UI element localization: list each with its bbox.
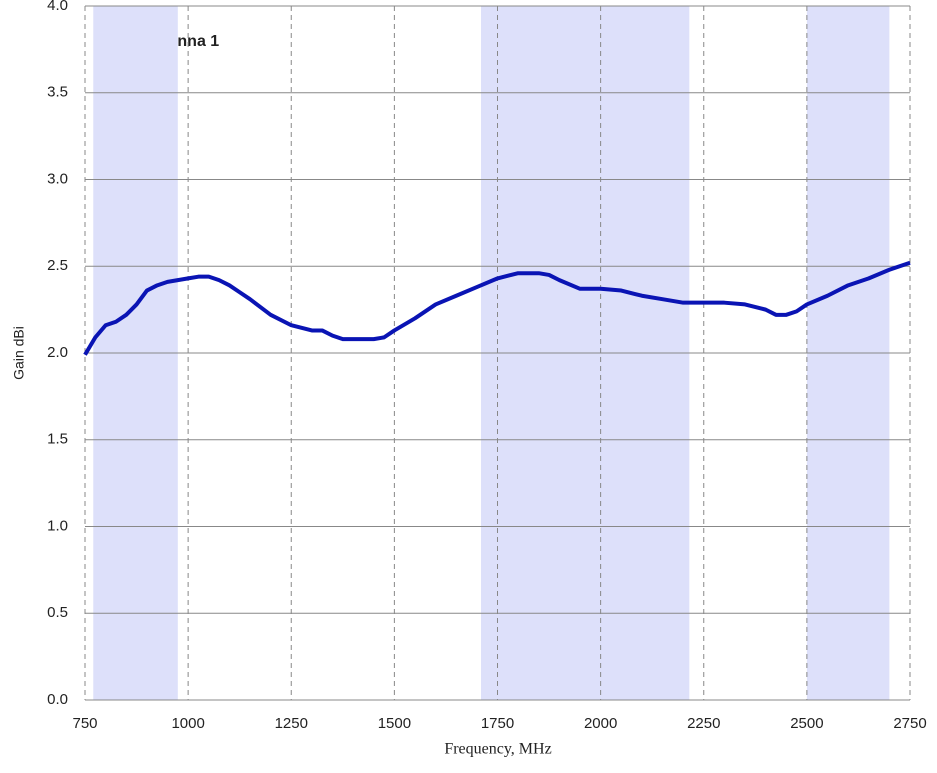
y-tick-label: 2.0 [47, 344, 68, 361]
x-tick-label: 1500 [378, 715, 411, 732]
y-tick-label: 1.0 [47, 517, 68, 534]
y-tick-label: 2.5 [47, 257, 68, 274]
x-tick-label: 1250 [275, 715, 308, 732]
y-tick-label: 4.0 [47, 0, 68, 14]
x-tick-label: 1000 [171, 715, 204, 732]
y-tick-label: 3.5 [47, 84, 68, 101]
x-tick-label: 1750 [481, 715, 514, 732]
x-tick-label: 2250 [687, 715, 720, 732]
x-tick-label: 2000 [584, 715, 617, 732]
x-tick-label: 2750 [893, 715, 926, 732]
y-tick-label: 3.0 [47, 170, 68, 187]
y-tick-label: 0.5 [47, 604, 68, 621]
y-tick-label: 0.0 [47, 691, 68, 708]
x-axis-title: Frequency, MHz [444, 741, 551, 758]
y-axis-title: Gain dBi [11, 326, 27, 380]
x-tick-label: 750 [72, 715, 97, 732]
y-tick-label: 1.5 [47, 431, 68, 448]
x-tick-label: 2500 [790, 715, 823, 732]
gain-line [83, 260, 911, 356]
